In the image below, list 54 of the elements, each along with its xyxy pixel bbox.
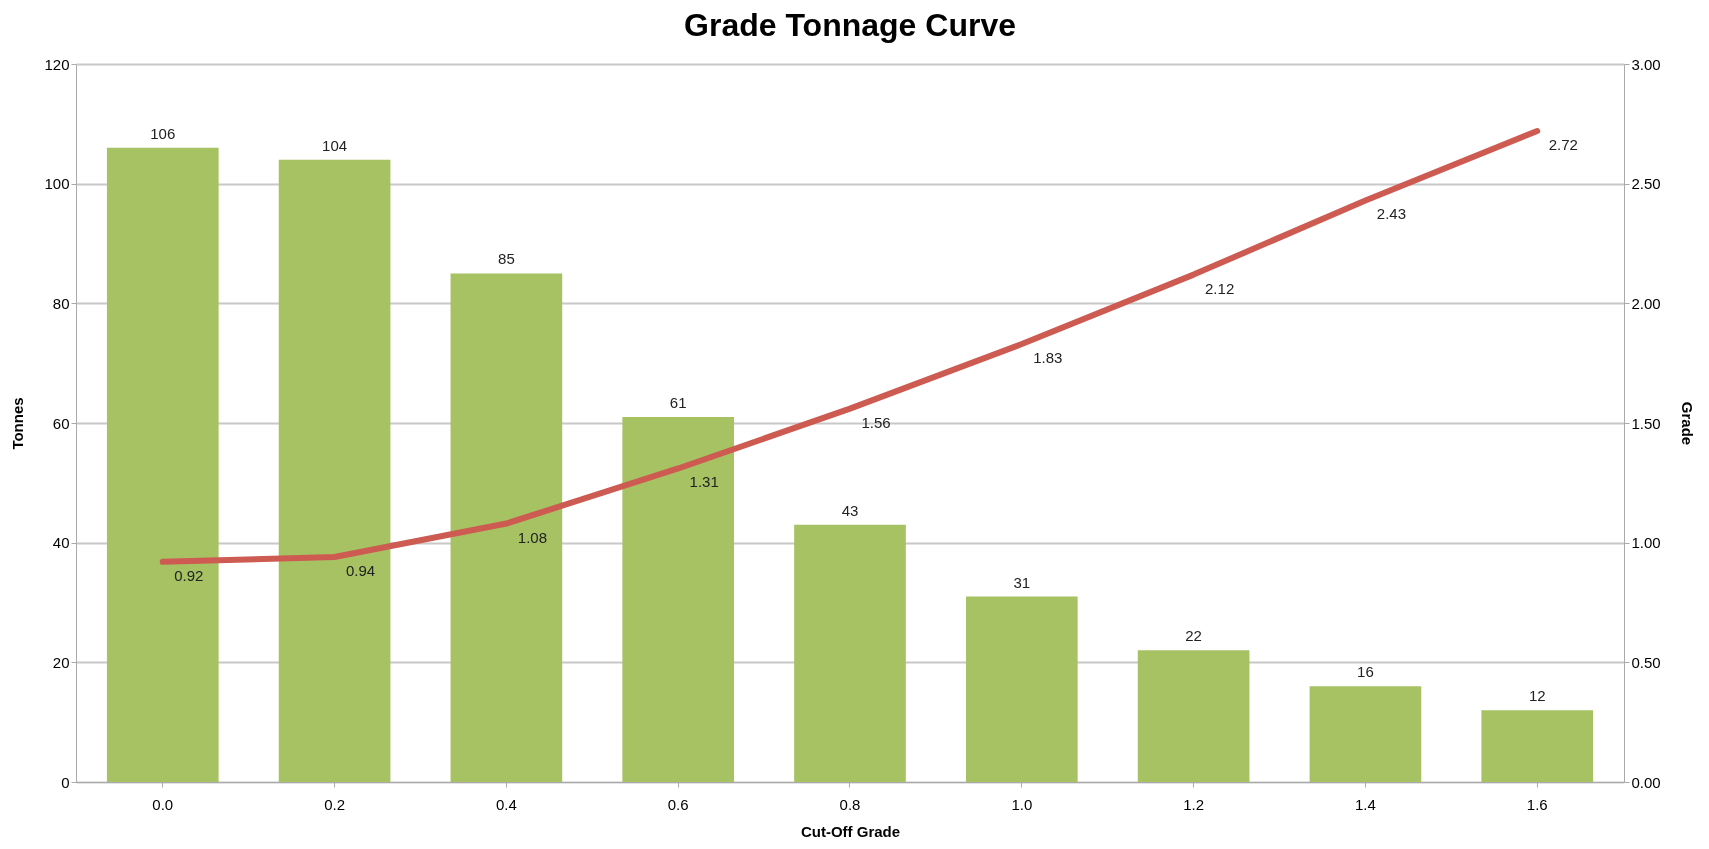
x-tick-label: 0.8 [839,795,861,813]
y2-tick-label: 0.50 [1631,653,1661,671]
data-label: 61 [669,394,687,412]
y2-tick-label: 1.50 [1631,414,1661,432]
data-label: 85 [498,250,515,268]
y-tick-label: 0 [61,773,70,791]
data-label: 1.08 [517,528,547,546]
bar [1309,686,1422,782]
data-label: 106 [150,124,176,142]
x-tick-label: 0.6 [667,795,689,813]
data-label: 22 [1185,627,1202,645]
x-tick-label: 0.2 [324,795,345,813]
y2-tick-label: 2.50 [1631,175,1661,193]
bar [1481,710,1594,782]
bar [794,524,906,782]
y-tick-label: 60 [52,414,70,432]
x-tick-label: 1.2 [1183,795,1205,813]
y2-tick-label: 0.00 [1631,773,1661,791]
y-tick-label: 20 [52,653,70,671]
bar [450,273,563,782]
x-axis-title: Cut-Off Grade [800,822,901,840]
data-label: 2.12 [1205,279,1235,297]
data-label: 0.92 [174,566,204,584]
bar [622,417,735,782]
data-label: 1.31 [689,473,719,491]
x-tick-label: 1.4 [1355,795,1376,813]
x-tick-label: 1.6 [1526,795,1548,813]
x-tick-label: 0.4 [495,795,517,813]
data-label: 2.72 [1548,136,1578,154]
x-tick-label: 0.0 [152,795,174,813]
y2-tick-label: 1.00 [1631,534,1661,552]
y-axis-title: Tonnes [9,397,27,450]
data-label: 43 [841,501,859,519]
x-tick-label: 1.0 [1011,795,1033,813]
data-label: 2.43 [1376,205,1407,223]
y2-tick-label: 2.00 [1631,294,1661,312]
data-label: 16 [1357,663,1374,681]
bar [1137,650,1250,782]
data-label: 1.83 [1033,349,1063,367]
y-tick-label: 100 [44,175,70,193]
bar [278,159,391,782]
y2-tick-label: 3.00 [1631,55,1661,73]
bar [106,147,219,782]
bar [965,596,1078,782]
y-tick-label: 40 [52,534,70,552]
data-label: 0.94 [345,562,376,580]
data-label: 31 [1013,573,1031,591]
y-tick-label: 80 [52,294,70,312]
y2-axis-title: Grade [1678,401,1696,446]
chart-title: Grade Tonnage Curve [684,7,1016,43]
data-label: 104 [322,136,348,154]
y-tick-label: 120 [44,55,70,73]
data-label: 1.56 [861,413,891,431]
data-label: 12 [1528,687,1546,705]
